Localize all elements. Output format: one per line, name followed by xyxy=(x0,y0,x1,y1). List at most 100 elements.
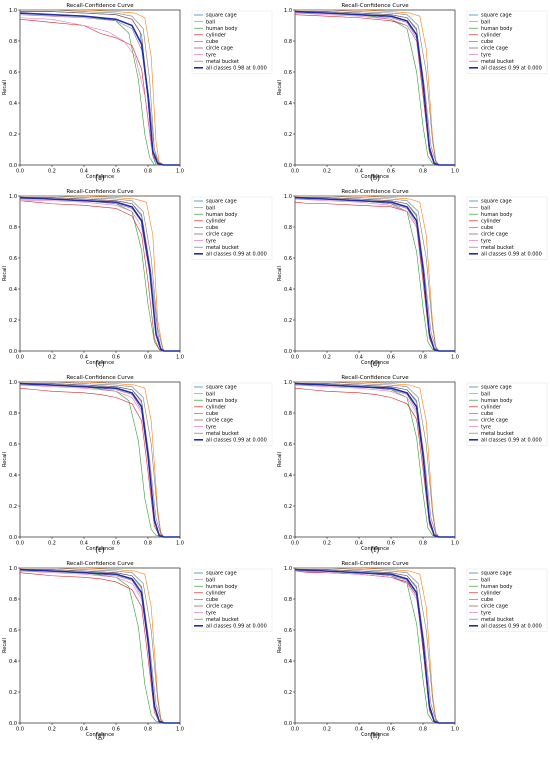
legend-label: ball xyxy=(481,205,490,211)
x-tick-label: 0.4 xyxy=(80,541,88,547)
y-axis-label: Recall xyxy=(277,266,283,281)
x-axis-label: Confidence xyxy=(86,360,114,366)
y-tick-label: 0.8 xyxy=(284,225,292,231)
x-tick-label: 0.6 xyxy=(112,355,120,361)
y-tick-label: 1.0 xyxy=(284,194,292,200)
x-tick-label: 0.4 xyxy=(355,727,363,733)
series-line xyxy=(20,195,180,352)
x-tick-label: 0.0 xyxy=(291,541,299,547)
series-line xyxy=(20,567,180,724)
legend-label: cylinder xyxy=(206,219,227,225)
y-axis-label: Recall xyxy=(277,80,283,95)
y-tick-label: 0.2 xyxy=(9,318,17,324)
plot-frame xyxy=(294,567,456,724)
x-axis-label: Confidence xyxy=(361,732,389,738)
series-line xyxy=(19,383,180,538)
series-line xyxy=(294,570,455,724)
legend-label: square cage xyxy=(481,385,512,391)
y-tick-label: 0.4 xyxy=(9,659,17,665)
plot-frame xyxy=(19,9,181,166)
series-line xyxy=(295,197,455,352)
plot-frame xyxy=(19,195,181,352)
x-axis-label: Confidence xyxy=(86,174,114,180)
y-tick-label: 0.6 xyxy=(9,256,17,262)
series-line xyxy=(295,9,455,166)
x-tick-label: 0.2 xyxy=(323,727,331,733)
series-line xyxy=(295,195,455,352)
legend-label: cube xyxy=(481,411,493,417)
plot-frame xyxy=(294,9,456,166)
series-line xyxy=(294,197,455,352)
x-tick-label: 1.0 xyxy=(176,727,184,733)
y-tick-label: 0.2 xyxy=(9,504,17,510)
x-tick-label: 0.8 xyxy=(419,169,427,175)
y-axis-label: Recall xyxy=(2,80,8,95)
legend-label: circle cage xyxy=(206,232,233,238)
x-tick-label: 0.0 xyxy=(291,169,299,175)
legend-label: cube xyxy=(206,39,218,45)
legend-box xyxy=(466,10,548,74)
series-line xyxy=(20,195,180,352)
series-line xyxy=(295,383,455,538)
series-line xyxy=(294,569,455,724)
series-line xyxy=(295,12,455,166)
series-line xyxy=(20,569,180,724)
y-tick-label: 0.0 xyxy=(9,535,17,541)
subfigure-label: (f) xyxy=(371,545,379,554)
y-tick-label: 0.8 xyxy=(284,597,292,603)
chart-panel: Recall-Confidence Curve 0.0 0.2 0.4 0.6 0.8 1.… xyxy=(275,186,550,368)
legend-label: metal bucket xyxy=(206,59,239,65)
series-line xyxy=(295,384,455,538)
y-axis-label: Recall xyxy=(2,452,8,467)
legend-label: metal bucket xyxy=(481,245,514,251)
legend-label: cube xyxy=(481,597,493,603)
subfigure-label: (c) xyxy=(95,359,105,368)
series-line xyxy=(294,568,455,724)
y-tick-label: 0.6 xyxy=(284,442,292,448)
series-line xyxy=(295,11,455,166)
series-line xyxy=(295,383,455,538)
y-tick-label: 0.6 xyxy=(284,256,292,262)
series-line xyxy=(295,197,455,352)
legend-label: all classes 0.99 at 0.000 xyxy=(206,438,267,444)
x-tick-label: 1.0 xyxy=(451,169,459,175)
y-tick-label: 0.4 xyxy=(9,101,17,107)
y-tick-label: 1.0 xyxy=(9,380,17,386)
series-line xyxy=(20,569,180,724)
y-tick-label: 0.2 xyxy=(284,132,292,138)
legend-label: circle cage xyxy=(206,604,233,610)
legend-label: cylinder xyxy=(206,33,227,39)
legend-label: tyre xyxy=(481,424,491,430)
legend-box xyxy=(466,568,548,632)
chart-panel: Recall-Confidence Curve 0.0 0.2 0.4 0.6 0.8 1.… xyxy=(0,0,275,182)
legend-label: metal bucket xyxy=(481,617,514,623)
legend-label: all classes 0.98 at 0.000 xyxy=(206,66,267,72)
subfigure-label: (a) xyxy=(95,173,105,182)
series-line xyxy=(19,568,180,724)
chart-title: Recall-Confidence Curve xyxy=(66,375,134,381)
series-line xyxy=(294,14,455,166)
x-tick-label: 0.8 xyxy=(144,727,152,733)
chart-panel: Recall-Confidence Curve 0.0 0.2 0.4 0.6 0.8 1.… xyxy=(275,558,550,740)
series-line xyxy=(294,12,455,166)
y-tick-label: 0.4 xyxy=(9,287,17,293)
chart-title: Recall-Confidence Curve xyxy=(341,561,409,567)
x-tick-label: 0.8 xyxy=(144,541,152,547)
legend-label: cylinder xyxy=(481,219,502,225)
x-axis-label: Confidence xyxy=(86,732,114,738)
x-axis-label: Confidence xyxy=(361,360,389,366)
series-line xyxy=(295,567,455,724)
plot-frame xyxy=(294,381,456,538)
legend-label: human body xyxy=(481,26,512,32)
x-tick-label: 1.0 xyxy=(451,355,459,361)
y-tick-label: 0.0 xyxy=(284,349,292,355)
legend-label: human body xyxy=(481,212,512,218)
legend-label: human body xyxy=(206,26,237,32)
legend-label: circle cage xyxy=(206,418,233,424)
y-tick-label: 1.0 xyxy=(284,566,292,572)
legend-label: all classes 0.99 at 0.000 xyxy=(206,624,267,630)
recall-confidence-chart: Recall-Confidence Curve 0.0 0.2 0.4 0.6 0.8 1.… xyxy=(2,189,273,366)
x-axis-label: Confidence xyxy=(86,546,114,552)
x-tick-label: 0.6 xyxy=(112,727,120,733)
series-line xyxy=(20,384,180,538)
